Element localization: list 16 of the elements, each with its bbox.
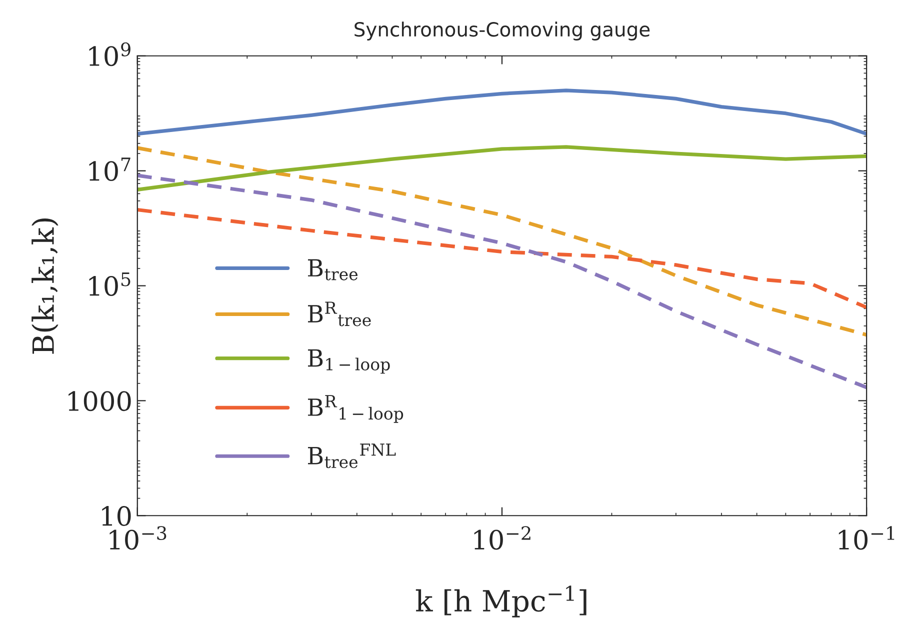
legend-label: B$_{1−loop}$ (308, 349, 390, 374)
y-tick-label: 10$^{7}$ (89, 158, 130, 182)
x-tick-label: 10$^{−2}$ (474, 526, 530, 550)
y-tick-label: 10$^{9}$ (89, 42, 130, 66)
x-tick-label: 10$^{−1}$ (838, 526, 894, 550)
legend-label: B$_{tree}$ (308, 259, 358, 280)
legend-label: B$^{R}$$_{tree}$ (308, 302, 371, 326)
legend-label: B$_{tree}$$^{FNL}$ (308, 444, 396, 468)
y-tick-label: 10 (102, 506, 131, 526)
y-tick-label: 10$^{5}$ (89, 272, 130, 296)
y-tick-label: 1000 (68, 391, 131, 412)
x-axis-title: k [h Mpc$^{−1}$] (416, 586, 586, 618)
chart-title: Synchronous-Comoving gauge (354, 22, 650, 40)
x-tick-label: 10$^{−3}$ (110, 526, 166, 550)
legend-label: B$^{R}$$_{1−loop}$ (308, 395, 404, 423)
y-axis-title: B(k₁,k₁,k) (32, 218, 58, 354)
